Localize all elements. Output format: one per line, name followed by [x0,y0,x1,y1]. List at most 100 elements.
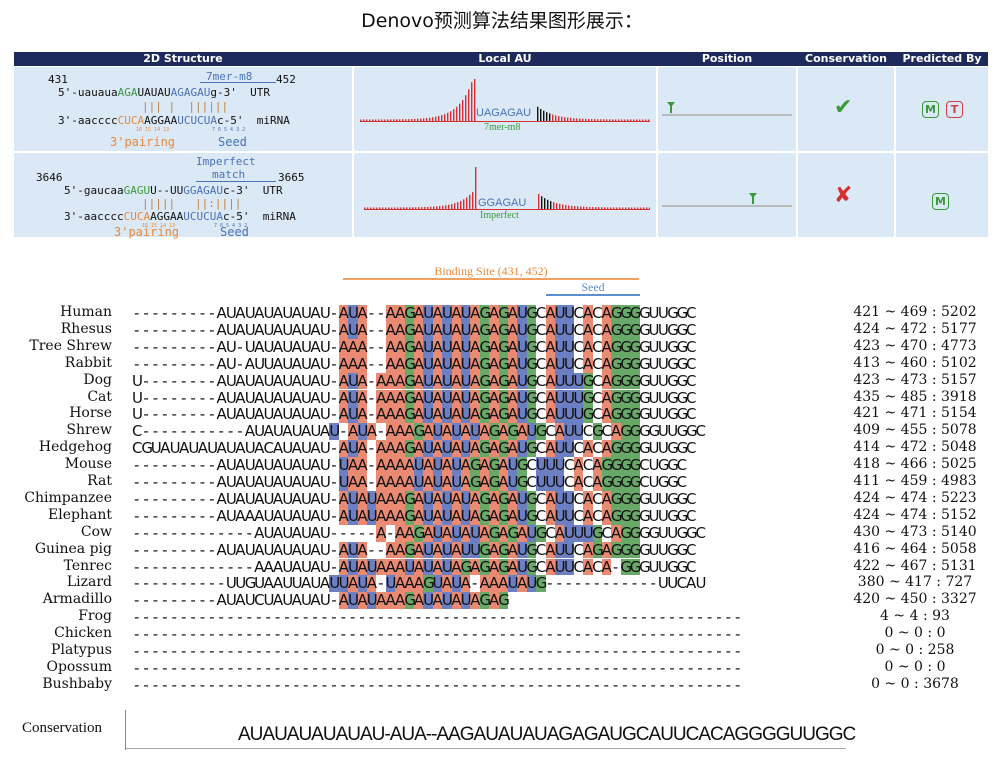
species-position: 411 ~ 459 : 4983 [853,473,977,489]
conservation-cross-icon: ✘ [834,183,853,208]
species-sequence: - - - - - - - - - AUAUAUAUAUAU- AUAUAAAGAUAUAUAGAG… [133,489,697,508]
au-seq-label: UAGAGAU [476,107,532,119]
species-name: Bushbaby [42,675,112,692]
mirna-sequence: 3'-aaccccCUCAAGGAAUCUCUAc-5' miRNA [58,114,290,127]
species-name: Chicken [54,625,112,642]
badge-t: T [946,101,963,118]
species-position: 409 ~ 455 : 5078 [853,422,977,439]
conservation-label: Conservation [22,720,102,736]
header-predicted-by: Predicted By [902,52,982,65]
species-sequence: ----------------------------------------… [133,658,741,677]
header-local-au: Local AU [478,52,532,65]
site-start: 3646 [36,171,63,184]
species-position: 421 ~ 469 : 5202 [853,304,977,320]
species-name: Hedgehog [38,439,112,456]
species-name: Mouse [64,456,112,473]
species-name: Guinea pig [34,540,112,557]
species-sequence: - - - - - - - - - - - - - AUAUAUAU- - - - - A- AAGAUAUAUAGA… [133,523,706,542]
species-position: 380 ~ 417 : 727 [857,574,973,591]
species-name: Rat [87,473,112,489]
header-2d-structure: 2D Structure [143,52,223,65]
au-site-label: 7mer-m8 [484,122,521,133]
species-name: Opossum [46,658,112,675]
position-track [662,205,792,207]
species-name: Rabbit [64,354,112,371]
utr-sequence: 5'-gaucaaGAGUU--UUGGAGAUc-3' UTR [64,184,283,197]
seed-label: Seed [218,135,247,149]
species-position: 424 ~ 472 : 5177 [853,320,977,337]
species-name: Armadillo [42,591,112,608]
species-sequence: ----------------------------------------… [133,608,741,627]
position-track [662,114,792,116]
prediction-table: 2D Structure Local AU Position Conservat… [14,52,988,239]
species-position: 424 ~ 474 : 5152 [853,506,977,523]
header-conservation: Conservation [805,52,887,65]
species-sequence: U- - - - - - - - AUAUAUAUAUAU- AUA- AAAGAUAUAUAGAG… [132,388,697,407]
base-pairs: ||| | |||||| [142,100,229,113]
species-position: 0 ~ 0 : 3678 [871,675,959,692]
species-sequence: - - - - - - - - - AU- AUUAUAUAU- AAA- - AAGAUAUAUAGAG… [133,354,697,373]
species-sequence: - - - - - - - - - AUAUAUAUAUAU- AUA- - AAGAUAUAUAGAG… [133,320,697,339]
species-name: Platypus [51,642,112,658]
species-name: Horse [69,405,112,422]
conservation-check-icon: ✔ [834,95,853,120]
species-position: 435 ~ 485 : 3918 [853,388,977,405]
pairing-numbers: 16 15 14 13 [142,223,176,229]
table-row: 3646 Imperfect match 3665 5'-gaucaaGAGUU… [14,153,988,239]
table-row: 431 7mer-m8 452 5'-uauauaAGAUAUAUAGAGAUg… [14,67,988,151]
species-sequence: - - - - - - - - - - UUGUAAUUAUAUUAUA- UAAAGUAUA- AAA… [133,574,707,593]
species-position: 0 ~ 0 : 0 [884,625,946,642]
species-sequence: ----------------------------------------… [133,625,741,644]
species-sequence: - - - - - - - - - AUAUCUAUAUAU- AUAUAAAGAUAUAUAGAG [133,591,510,610]
species-sequence: U- - - - - - - - AUAUAUAUAUAU- AUA- AAAGAUAUAUAGAG… [132,405,697,424]
species-name: Rhesus [60,320,112,337]
badge-m: M [932,193,949,210]
pairing-numbers: 16 15 14 13 [136,127,170,133]
species-position: 413 ~ 460 : 5102 [853,354,977,371]
position-marker [670,103,672,113]
utr-sequence: 5'-uauauaAGAUAUAUAGAGAUg-3' UTR [58,86,270,99]
position-marker [752,194,754,204]
site-start: 431 [48,73,68,86]
species-sequence: ----------------------------------------… [133,642,741,660]
species-name: Dog [83,371,112,388]
species-position: 423 ~ 470 : 4773 [853,337,977,354]
species-sequence: - - - - - - - - - AU- UAUAUAUAU- AAA- - AAGAUAUAUAGAG… [133,337,697,356]
species-name: Tree Shrew [29,337,112,354]
species-name: Cow [80,523,112,540]
local-au-plot [364,167,650,210]
species-position: 0 ~ 0 : 258 [875,642,955,658]
species-name: Elephant [48,506,112,523]
species-name: Chimpanzee [24,489,112,506]
species-position: 414 ~ 472 : 5048 [853,439,977,456]
species-sequence: U- - - - - - - - AUAUAUAUAUAU- AUA- AAAGAUAUAUAGAG… [132,371,697,390]
species-name: Shrew [66,422,112,439]
species-position: 416 ~ 464 : 5058 [853,540,977,557]
mirna-sequence: 3'-aaccccCUCAAGGAAUCUCUAc-5' miRNA [64,210,296,223]
species-name: Frog [78,608,112,625]
local-au-plot [360,79,650,122]
species-sequence: CGUAUAUAUAUAUACAUAUAU- AUA- AAAGAUAUAUAGAG… [132,439,697,458]
species-name: Tenrec [63,557,112,574]
species-sequence: - - - - - - - - - - - - - AAAUAUAU- AUAUAAAUAUAUAGAGAG… [133,557,697,576]
base-pairs: ||||| ||:|||| [142,197,242,210]
site-type-label-line1: Imperfect [196,155,256,168]
site-type-label: 7mer-m8 [206,70,253,83]
species-position: 418 ~ 466 : 5025 [853,456,977,473]
pairing-label: 3'pairing [114,225,180,239]
species-name: Lizard [66,574,112,591]
species-name: Cat [87,388,112,405]
species-sequence: ----------------------------------------… [133,675,741,694]
species-position: 424 ~ 474 : 5223 [853,489,977,506]
page-title: Denovo预测算法结果图形展示： [361,10,643,32]
pairing-label: 3'pairing [110,135,176,149]
au-seq-label: GGAGAU [478,197,527,209]
site-end: 452 [276,73,296,86]
species-position: 421 ~ 471 : 5154 [853,405,977,422]
species-sequence: - - - - - - - - - AUAUAUAUAUAU- AUA- - AAGAUAUAUUGAG… [133,540,697,559]
site-end: 3665 [278,171,305,184]
seed-numbers: 7 6 5 4 3 2 [212,127,246,133]
species-sequence: C- - - - - - - - - - - AUAUAUAUAU- AUA- AAAGAUAUAUAGA… [132,422,706,441]
species-position: 422 ~ 467 : 5131 [853,557,977,574]
au-site-label: Imperfect [480,210,519,221]
